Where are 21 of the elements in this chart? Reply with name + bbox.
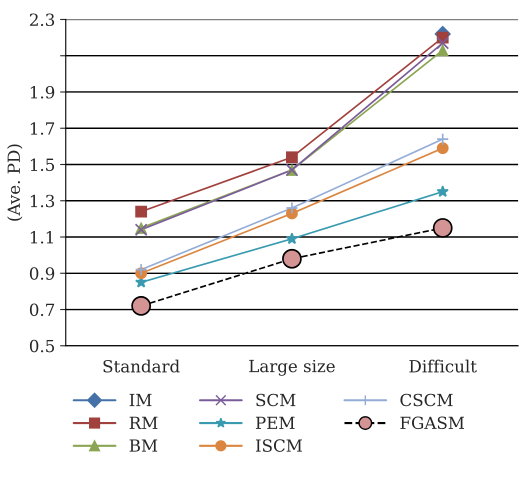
y-tick-label: 0.7 [30,303,54,316]
legend-label: BM [130,440,158,452]
y-tick-label: 1.5 [30,158,54,172]
legend-label: CSCM [400,394,453,406]
y-tick-label: 0.5 [30,340,54,352]
y-tick-label: 1.1 [30,230,53,244]
legend-label: FGASM [400,416,464,430]
legend-label: SCM [256,394,296,406]
y-tick-label: 1.3 [30,194,54,208]
legend-label: IM [130,394,152,406]
y-axis-title: (Ave. PD) [7,144,22,221]
y-tick-label: 2.3 [30,13,54,26]
legend-label: PEM [256,416,295,429]
y-tick-label: 0.9 [30,267,54,280]
x-tick-label: Standard [104,360,180,373]
x-tick-label: Large size [249,360,335,376]
y-tick-label: 1.7 [30,122,54,135]
y-tick-label: 1.9 [30,86,54,99]
legend-label: ISCM [256,439,302,452]
legend-label: RM [130,416,158,429]
x-tick-label: Difficult [409,360,477,373]
